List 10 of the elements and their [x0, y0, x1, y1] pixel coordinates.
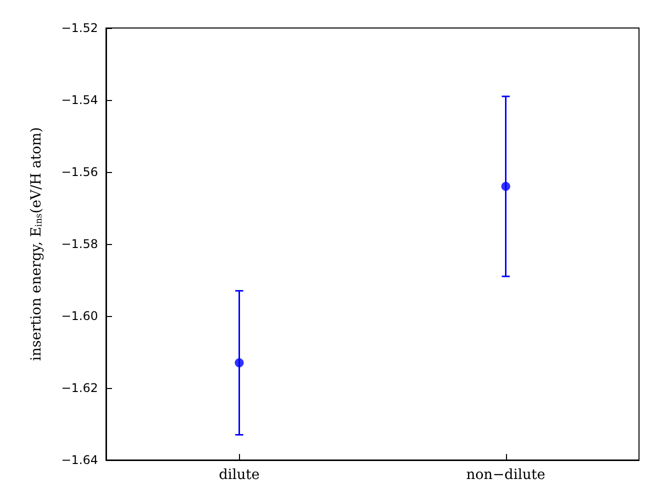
y-axis-title: insertion energy, Eins(eV/H atom) — [28, 127, 44, 361]
y-tick-label: −1.62 — [61, 381, 98, 395]
y-tick-label: −1.60 — [61, 309, 98, 323]
x-tick-label: non−dilute — [466, 467, 546, 483]
y-tick-label: −1.58 — [61, 237, 98, 251]
y-tick-label: −1.54 — [61, 93, 98, 107]
y-tick-label: −1.64 — [61, 453, 98, 467]
x-tick-label: dilute — [218, 467, 260, 483]
y-tick-label: −1.56 — [61, 165, 98, 179]
y-tick-label: −1.52 — [61, 21, 98, 35]
